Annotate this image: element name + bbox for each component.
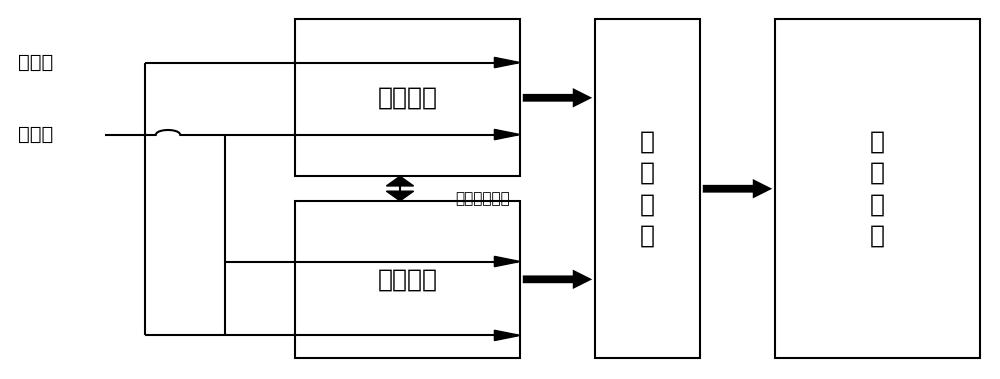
Text: 开关量: 开关量 [18, 125, 53, 144]
Bar [295, 201, 520, 358]
Bar [775, 19, 980, 358]
Text: 功
率
器
件: 功 率 器 件 [870, 129, 885, 248]
Text: 冗余系统: 冗余系统 [378, 268, 438, 291]
Polygon shape [386, 176, 414, 186]
Polygon shape [386, 191, 414, 201]
Bar [595, 19, 700, 358]
Text: 脉
冲
分
配: 脉 冲 分 配 [640, 129, 655, 248]
Text: 模拟量: 模拟量 [18, 53, 53, 72]
Polygon shape [494, 129, 520, 140]
Polygon shape [494, 256, 520, 267]
Bar [295, 19, 520, 176]
Polygon shape [494, 330, 520, 341]
Polygon shape [494, 57, 520, 68]
Text: 主控系统: 主控系统 [378, 86, 438, 110]
Text: 信息共享通道: 信息共享通道 [455, 191, 510, 207]
